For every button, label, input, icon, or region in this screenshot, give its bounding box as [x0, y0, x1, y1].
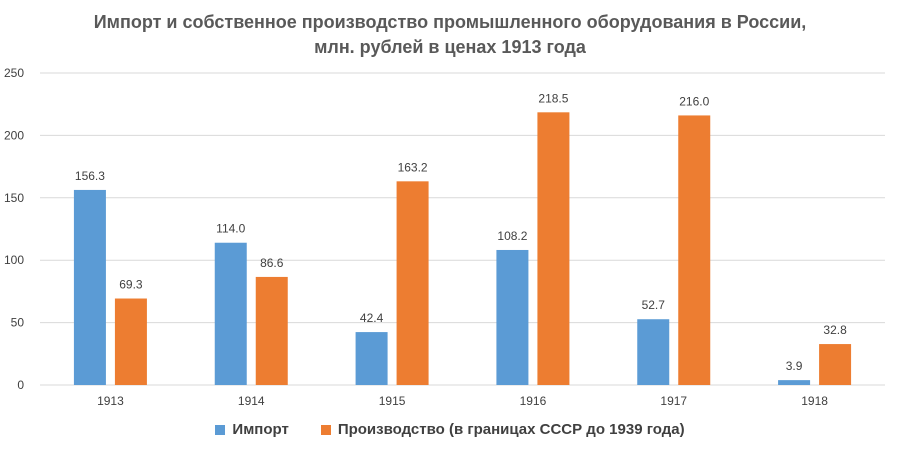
x-tick-label-1917: 1917 [660, 394, 687, 408]
y-tick-label-0: 0 [17, 378, 24, 392]
legend-label-production: Производство (в границах СССР до 1939 го… [337, 421, 685, 438]
bar-production-1916 [537, 112, 570, 385]
bar-import-1915 [355, 332, 388, 385]
bar-import-1916 [496, 249, 529, 385]
bar-import-1914 [214, 242, 247, 385]
bar-production-1915 [396, 181, 429, 385]
legend-swatch-import [215, 424, 226, 435]
y-tick-label-150: 150 [4, 191, 24, 205]
x-tick-label-1916: 1916 [520, 394, 547, 408]
legend-swatch-production [320, 424, 331, 435]
bar-import-1917 [637, 319, 670, 385]
x-tick-label-1918: 1918 [801, 394, 828, 408]
x-tick-label-1915: 1915 [379, 394, 406, 408]
data-label-import-1917: 52.7 [642, 298, 666, 312]
data-label-production-1914: 86.6 [260, 256, 284, 270]
bar-production-1913 [114, 298, 147, 385]
x-tick-label-1913: 1913 [97, 394, 124, 408]
bar-production-1918 [819, 344, 852, 385]
data-label-import-1916: 108.2 [497, 229, 527, 243]
x-tick-label-1914: 1914 [238, 394, 265, 408]
data-label-production-1918: 32.8 [823, 323, 847, 337]
data-label-production-1916: 218.5 [538, 91, 568, 105]
legend-item-production: Производство (в границах СССР до 1939 го… [320, 421, 685, 438]
y-tick-label-50: 50 [11, 316, 25, 330]
legend-item-import: Импорт [215, 421, 289, 438]
bar-production-1917 [678, 115, 711, 385]
y-tick-label-100: 100 [4, 253, 24, 267]
chart-title-line-1: Импорт и собственное производство промыш… [93, 12, 807, 32]
legend: Импорт Производство (в границах СССР до … [0, 421, 900, 438]
chart-title-line-2: млн. рублей в ценах 1913 года [314, 37, 586, 57]
y-tick-label-200: 200 [4, 128, 24, 142]
data-label-import-1913: 156.3 [75, 169, 105, 183]
bar-import-1918 [778, 380, 811, 385]
data-label-production-1915: 163.2 [398, 160, 428, 174]
y-tick-label-250: 250 [4, 66, 24, 80]
legend-label-import: Импорт [232, 421, 289, 438]
data-label-import-1918: 3.9 [786, 359, 803, 373]
bar-import-1913 [73, 189, 106, 385]
bar-production-1914 [255, 276, 288, 385]
data-label-production-1913: 69.3 [119, 278, 143, 292]
data-label-production-1917: 216.0 [679, 94, 709, 108]
data-label-import-1915: 42.4 [360, 311, 384, 325]
data-label-import-1914: 114.0 [216, 222, 245, 236]
